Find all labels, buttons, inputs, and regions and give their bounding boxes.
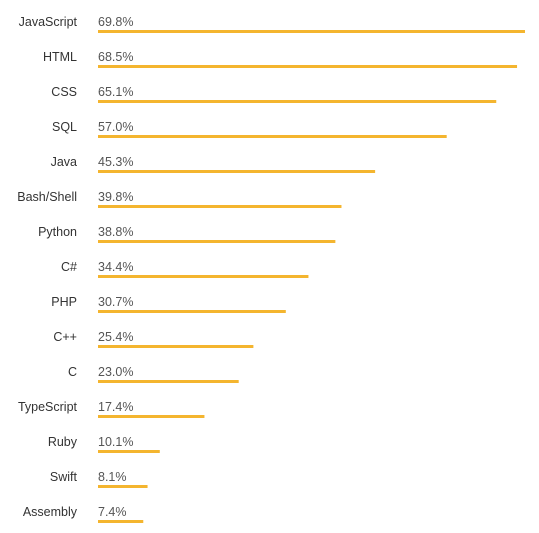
chart-row: C++ 25.4% (53, 330, 254, 348)
category-label: C++ (53, 330, 77, 344)
bar (98, 135, 447, 138)
bar (98, 30, 525, 33)
category-label: Python (38, 225, 77, 239)
bar (98, 485, 148, 488)
value-label: 38.8% (98, 225, 133, 239)
category-label: Ruby (48, 435, 78, 449)
bar (98, 415, 205, 418)
chart-row: Ruby 10.1% (48, 435, 160, 453)
category-label: PHP (51, 295, 77, 309)
chart-row: Java 45.3% (51, 155, 376, 173)
bar (98, 100, 497, 103)
category-label: Bash/Shell (17, 190, 77, 204)
category-label: JavaScript (19, 15, 78, 29)
bar (98, 65, 518, 68)
chart-row: C# 34.4% (61, 260, 309, 278)
bar (98, 240, 336, 243)
value-label: 45.3% (98, 155, 133, 169)
category-label: HTML (43, 50, 77, 64)
chart-row: TypeScript 17.4% (18, 400, 205, 418)
chart-row: Swift 8.1% (50, 470, 148, 488)
category-label: C (68, 365, 77, 379)
category-label: Swift (50, 470, 78, 484)
value-label: 39.8% (98, 190, 133, 204)
value-label: 17.4% (98, 400, 133, 414)
chart-rows: JavaScript 69.8% HTML 68.5% CSS 65.1% SQL 57.0%… (17, 15, 525, 523)
bar (98, 450, 160, 453)
chart-row: HTML 68.5% (43, 50, 518, 68)
bar (98, 170, 376, 173)
chart-row: Bash/Shell 39.8% (17, 190, 342, 208)
chart-row: SQL 57.0% (52, 120, 447, 138)
value-label: 8.1% (98, 470, 127, 484)
bar (98, 380, 239, 383)
category-label: CSS (51, 85, 77, 99)
value-label: 10.1% (98, 435, 133, 449)
value-label: 68.5% (98, 50, 133, 64)
value-label: 57.0% (98, 120, 133, 134)
chart-row: Python 38.8% (38, 225, 336, 243)
chart-row: PHP 30.7% (51, 295, 286, 313)
chart-row: JavaScript 69.8% (19, 15, 525, 33)
value-label: 30.7% (98, 295, 133, 309)
category-label: SQL (52, 120, 77, 134)
category-label: TypeScript (18, 400, 78, 414)
category-label: C# (61, 260, 77, 274)
category-label: Java (51, 155, 77, 169)
value-label: 65.1% (98, 85, 133, 99)
chart-row: Assembly 7.4% (23, 505, 144, 523)
value-label: 69.8% (98, 15, 133, 29)
bar (98, 205, 342, 208)
bar (98, 310, 286, 313)
value-label: 34.4% (98, 260, 133, 274)
bar (98, 520, 144, 523)
chart-row: C 23.0% (68, 365, 239, 383)
chart-row: CSS 65.1% (51, 85, 497, 103)
value-label: 23.0% (98, 365, 133, 379)
bar (98, 345, 254, 348)
category-label: Assembly (23, 505, 78, 519)
value-label: 7.4% (98, 505, 127, 519)
bar (98, 275, 309, 278)
value-label: 25.4% (98, 330, 133, 344)
